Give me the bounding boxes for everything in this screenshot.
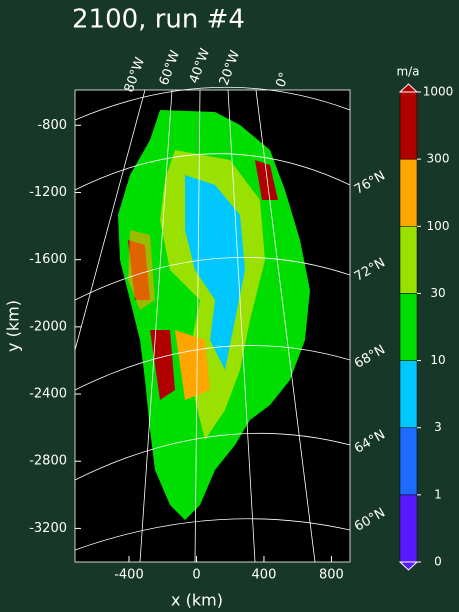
colorbar-tick-label: 30 — [430, 286, 445, 300]
title: 2100, run #4 — [72, 5, 245, 35]
colorbar-segment — [399, 360, 418, 428]
y-tick-label: -3200 — [29, 521, 67, 536]
x-tick-label: 800 — [319, 568, 344, 583]
map — [118, 110, 310, 520]
y-axis-label: y (km) — [4, 300, 23, 352]
y-tick-label: -2000 — [29, 319, 67, 334]
x-tick-label: 400 — [252, 568, 277, 583]
colorbar-arrow — [398, 561, 419, 571]
parallel — [74, 432, 351, 481]
region — [255, 160, 278, 200]
colorbar-tick-label: 10 — [430, 353, 445, 367]
colorbar-arrow — [398, 83, 419, 93]
colorbar-tick-label: 0 — [434, 555, 442, 569]
colorbar-tick-label: 1000 — [423, 85, 454, 99]
meridian — [74, 89, 146, 351]
graticule — [74, 86, 351, 563]
meridian — [194, 89, 201, 563]
colorbar-segment — [399, 91, 418, 160]
longitude-label: 0° — [273, 70, 292, 89]
parallel — [74, 153, 351, 191]
x-tick-label: 0 — [192, 568, 200, 583]
colorbar-label: m/a — [396, 65, 419, 79]
colorbar-segment — [399, 158, 418, 227]
region — [150, 330, 175, 400]
region — [175, 330, 210, 400]
colorbar-segment — [399, 226, 418, 294]
x-axis-label: x (km) — [171, 591, 223, 610]
frame — [74, 89, 351, 563]
region — [185, 175, 245, 370]
region — [128, 230, 155, 310]
parallel — [74, 345, 351, 391]
y-tick-label: -2400 — [29, 387, 67, 402]
parallel — [74, 518, 351, 551]
meridian — [255, 89, 316, 563]
colorbar-tick-label: 100 — [427, 219, 450, 233]
y-tick-label: -1200 — [29, 185, 67, 200]
colorbar-tick-label: 3 — [434, 420, 442, 434]
y-tick-label: -1600 — [29, 252, 67, 267]
meridian — [227, 89, 256, 563]
colorbar-segment — [399, 494, 418, 563]
y-tick-label: -2800 — [29, 454, 67, 469]
x-tick-label: -400 — [114, 568, 144, 583]
y-tick-label: -800 — [37, 118, 67, 133]
colorbar-segment — [399, 427, 418, 496]
colorbar-tick-label: 1 — [434, 487, 442, 501]
parallel — [74, 256, 351, 301]
colorbar-segment — [399, 293, 418, 361]
meridian — [139, 89, 173, 563]
colorbar-tick-label: 300 — [427, 152, 450, 166]
parallel — [74, 86, 351, 121]
